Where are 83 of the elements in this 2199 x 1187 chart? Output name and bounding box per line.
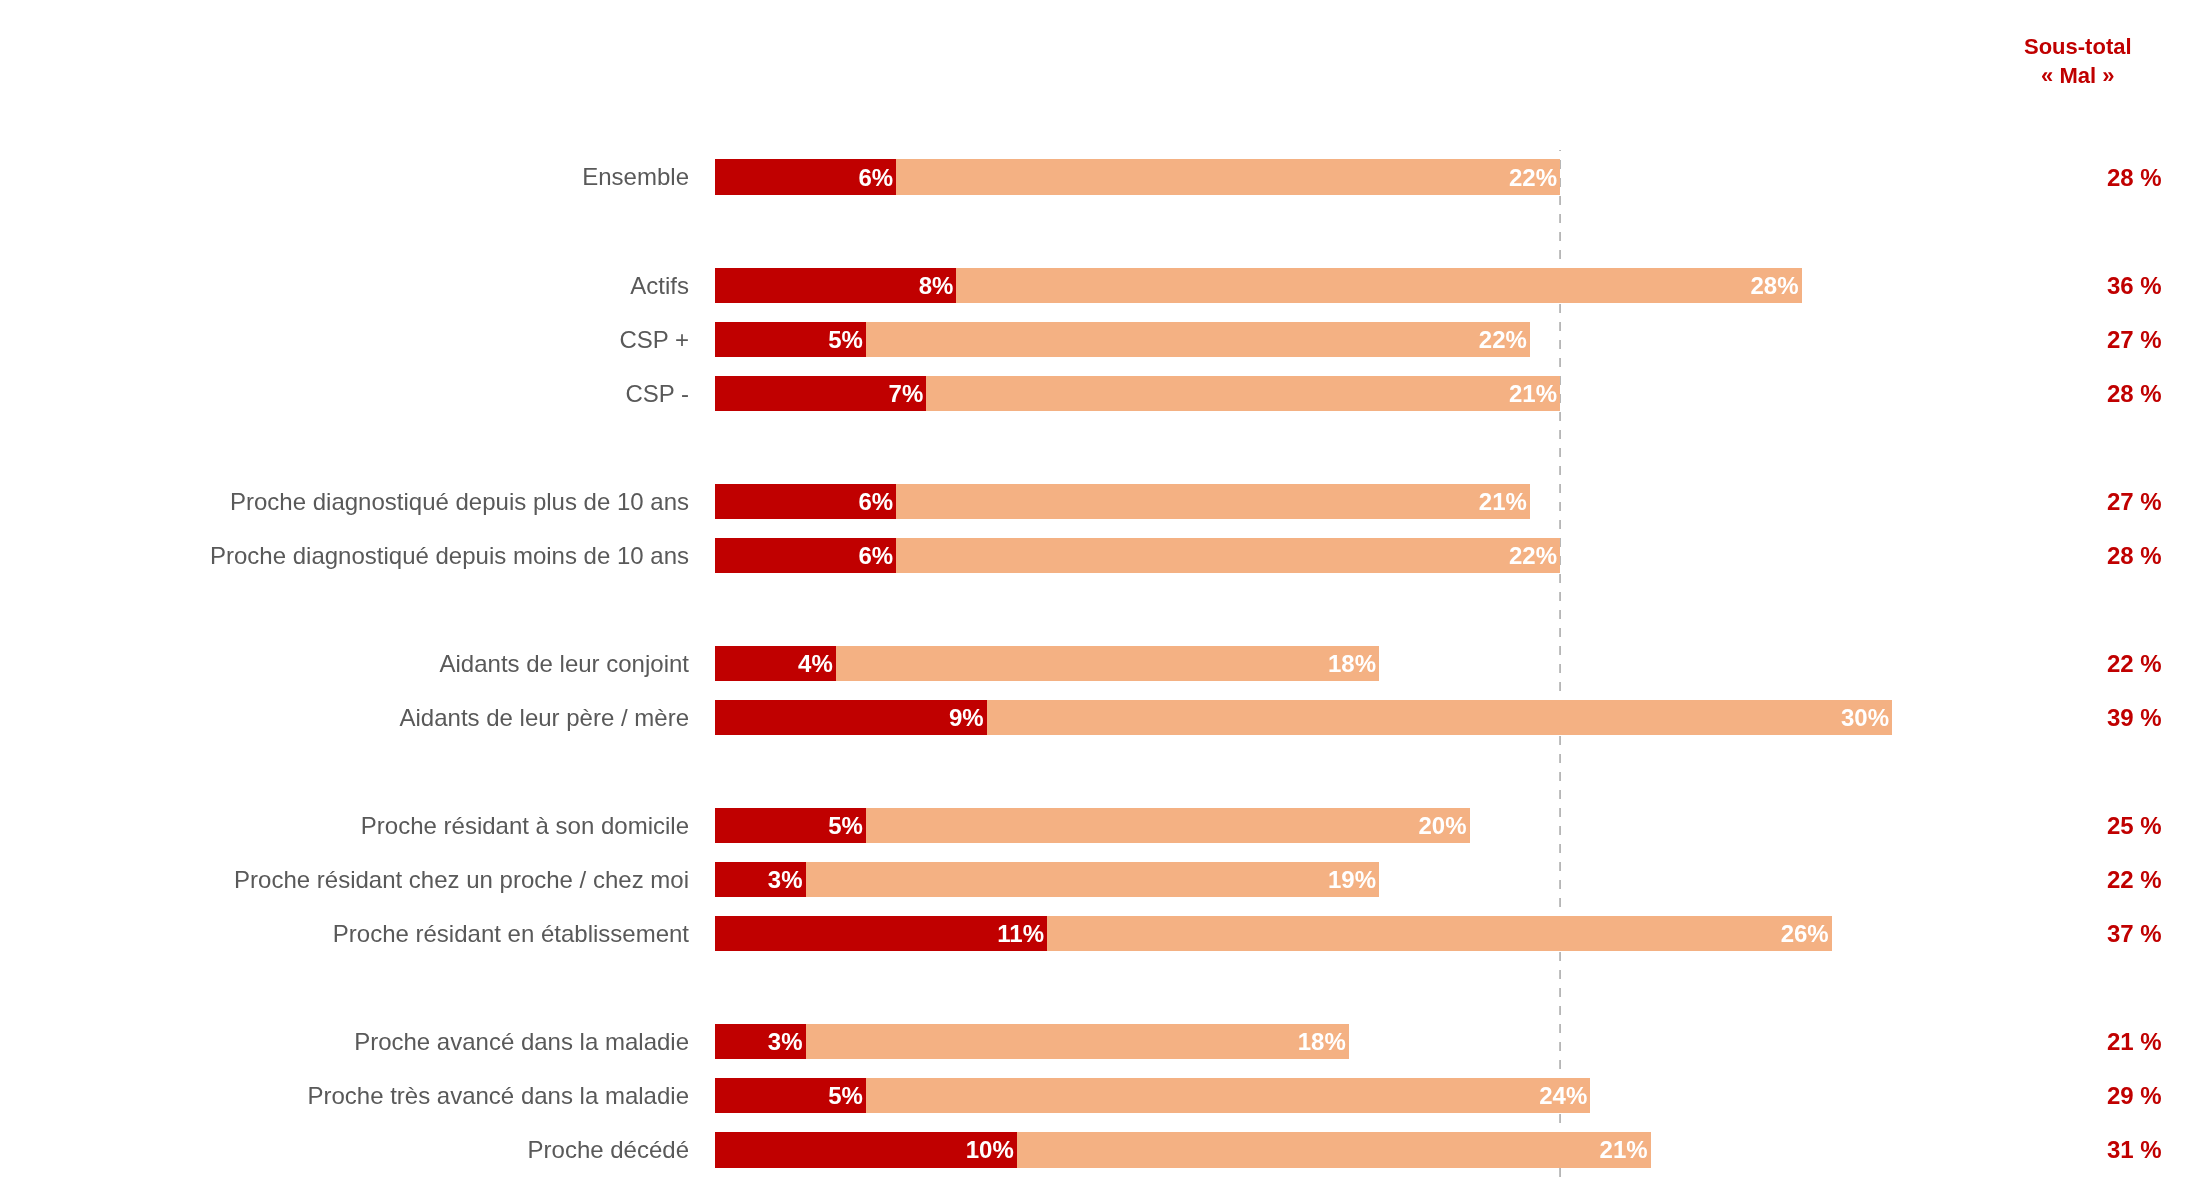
bar [926,375,1561,411]
y-tick-label: Aidants de leur conjoint [439,649,690,677]
bar [1016,1132,1651,1168]
y-tick-label: CSP + [619,325,689,353]
text: 36 % [2107,272,2162,299]
bar [865,808,1470,844]
data-label: 6% [858,541,894,569]
data-label: 26% [1780,920,1829,948]
data-label: 22% [1478,325,1527,353]
bar [865,1078,1591,1114]
bar [715,321,866,357]
bar [715,267,957,303]
bar [835,645,1379,682]
y-tick-label: Proche très avancé dans la maladie [307,1082,689,1110]
y-tick-label: Proche résidant en établissement [332,920,690,948]
bar [896,159,1561,195]
data-label: 19% [1327,866,1376,894]
data-label: 10% [965,1136,1014,1164]
text: 28 % [2107,380,2162,407]
y-tick-label: Proche avancé dans la maladie [354,1028,689,1056]
text: 27 % [2107,326,2162,353]
bar [715,645,836,682]
y-tick-label: Aidants de leur père / mère [399,703,689,731]
data-label: 9% [948,704,984,732]
text: Sous-total « Mal » [2024,34,2132,88]
bar [896,537,1561,573]
y-tick-label: Proche décédé [527,1136,689,1164]
text: 39 % [2107,704,2162,731]
data-label: 21% [1509,379,1558,407]
bar [715,699,987,736]
y-tick-label: Ensemble [582,163,689,191]
text: 28 % [2107,542,2162,569]
data-label: 3% [767,1028,803,1056]
text: 27 % [2107,488,2162,515]
text: 22 % [2107,866,2162,893]
data-label: 5% [828,1082,863,1110]
bar [1046,916,1832,952]
bar [715,159,897,195]
data-label: 21% [1478,487,1527,515]
bar [715,1132,1017,1168]
y-tick-label: Proche résidant chez un proche / chez moi [234,866,689,894]
bar [715,916,1047,952]
data-label: 7% [888,379,924,407]
data-label: 3% [767,866,803,894]
bar [715,1078,866,1114]
y-tick-label: Proche résidant à son domicile [360,812,689,840]
data-label: 28% [1750,271,1799,299]
text: 28 % [2107,164,2162,191]
bar [956,267,1802,303]
data-label: 8% [918,271,954,299]
bar [715,808,866,844]
data-label: 4% [798,650,833,677]
data-label: 11% [997,920,1044,948]
bar [715,537,897,573]
data-label: 20% [1418,812,1467,840]
data-label: 22% [1509,163,1558,191]
bar [805,862,1379,898]
bar [865,321,1530,357]
data-label: 18% [1327,650,1376,677]
bar [896,483,1530,519]
data-label: 6% [858,487,894,515]
y-tick-label: Proche diagnostiqué depuis plus de 10 ans [230,487,689,515]
data-label: 6% [858,163,894,191]
text: 21 % [2107,1028,2162,1055]
text: 37 % [2107,920,2162,947]
bar [805,1024,1349,1060]
data-label: 18% [1297,1028,1346,1056]
data-label: 24% [1539,1082,1588,1110]
data-label: 22% [1509,541,1558,569]
data-label: 30% [1841,704,1890,732]
data-label: 21% [1599,1136,1648,1164]
data-label: 5% [828,812,863,840]
text: 25 % [2107,812,2162,839]
y-tick-label: CSP - [625,379,689,407]
text: 29 % [2107,1082,2162,1109]
text: 31 % [2107,1136,2162,1163]
bar [986,699,1893,736]
bar [715,483,897,519]
y-tick-label: Actifs [630,271,689,299]
data-label: 5% [828,325,863,353]
bar [715,375,927,411]
y-tick-label: Proche diagnostiqué depuis moins de 10 ans [210,541,689,569]
text: 22 % [2107,650,2162,677]
